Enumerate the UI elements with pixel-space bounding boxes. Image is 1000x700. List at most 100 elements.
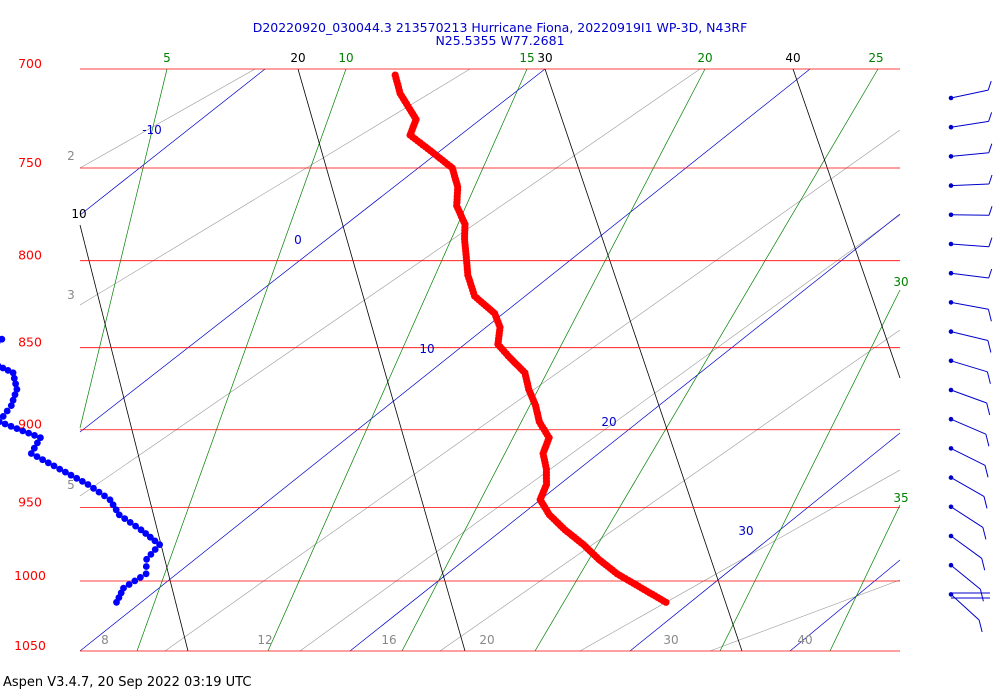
series-point: [25, 429, 32, 437]
series-point: [30, 444, 38, 452]
mixing-ratio-label: 5: [163, 51, 171, 65]
wind-barb-shaft: [950, 418, 987, 435]
series-point: [142, 563, 150, 570]
isotherm-label: 20: [290, 51, 305, 65]
wind-barb-flag: [985, 434, 990, 447]
gray-guide-line: [79, 68, 256, 169]
wind-barb-shaft: [950, 89, 989, 99]
mixing-ratio-line: [136, 68, 347, 652]
series-point: [33, 453, 41, 460]
wind-barb-flag: [988, 112, 993, 122]
wind-barb-shaft: [950, 360, 988, 373]
dry-adiabat-line: [789, 559, 901, 652]
chart-title: D20220920_030044.3 213570213 Hurricane F…: [200, 21, 800, 47]
mixing-ratio-line: [401, 68, 706, 652]
wind-barb-shaft: [950, 477, 985, 497]
series-point: [126, 519, 134, 526]
series-point: [101, 492, 108, 500]
isotherm-line: [297, 68, 466, 652]
mixing-ratio-label: 15: [519, 51, 534, 65]
series-point: [156, 541, 164, 548]
theta-label: 30: [738, 524, 753, 538]
series-point: [391, 71, 399, 79]
bottom-label: 16: [381, 633, 396, 647]
series-point: [73, 474, 81, 482]
theta-label: 10: [419, 342, 434, 356]
pressure-label: 1050: [14, 638, 46, 653]
series-point: [0, 362, 2, 369]
chart-title-line1: D20220920_030044.3 213570213 Hurricane F…: [252, 20, 748, 35]
series-point: [142, 530, 150, 537]
series-point: [34, 439, 41, 447]
wind-barb-shaft: [950, 243, 989, 248]
wind-barb-shaft: [950, 594, 980, 621]
series-point: [84, 481, 92, 488]
dewpoint-series: [0, 335, 164, 606]
wind-barb-shaft: [950, 272, 989, 279]
footer-text: Aspen V3.4.7, 20 Sep 2022 03:19 UTC: [3, 675, 252, 690]
series-point: [109, 501, 117, 509]
sounding-series-group: [0, 71, 670, 606]
series-point: [11, 391, 19, 399]
dry-adiabats-group: [79, 68, 901, 652]
pressure-lines-group: [80, 68, 900, 652]
wind-barb-flag: [988, 237, 993, 247]
wind-barb-flag: [978, 619, 983, 633]
wind-barb-flag: [984, 465, 989, 478]
theta-label: 20: [601, 415, 616, 429]
wind-barb-shaft: [950, 183, 990, 187]
series-point: [125, 581, 133, 588]
series-point: [79, 478, 86, 485]
series-point: [1, 420, 9, 428]
wind-barb-flag: [981, 558, 986, 571]
wind-barb-flag: [987, 340, 992, 353]
series-point: [9, 396, 17, 404]
isotherm-label: 10: [71, 207, 86, 221]
series-point: [115, 511, 123, 519]
left-gray-label: 5: [67, 478, 75, 492]
wind-barb-shaft: [950, 214, 990, 216]
wind-barb-shaft: [950, 331, 989, 341]
series-point: [146, 533, 154, 541]
series-point: [121, 515, 129, 522]
series-point: [0, 418, 3, 426]
series-point: [7, 402, 15, 409]
pressure-label: 950: [18, 494, 42, 509]
dry-adiabat-line: [79, 68, 811, 652]
wind-barb-shaft: [950, 506, 984, 528]
series-point: [112, 506, 120, 514]
wind-barb-shaft: [950, 120, 989, 128]
theta-label: 0: [294, 233, 302, 247]
pressure-label: 850: [18, 335, 42, 350]
pressure-label: 700: [18, 56, 42, 71]
bottom-label: 40: [797, 633, 812, 647]
wind-barb-flag: [982, 527, 987, 540]
wind-barb-shaft: [950, 564, 981, 590]
series-point: [9, 369, 17, 377]
pressure-label: 900: [18, 417, 42, 432]
wind-barb-flag: [986, 402, 991, 416]
mixing-ratio-label: 35: [893, 491, 908, 505]
series-point: [151, 546, 159, 553]
mixing-ratio-line: [719, 289, 901, 652]
isotherms-group: [79, 68, 901, 652]
series-point: [19, 427, 27, 435]
series-point: [31, 432, 38, 439]
series-point: [44, 459, 52, 467]
mixing-ratio-line: [534, 68, 879, 652]
series-point: [3, 407, 11, 415]
series-point: [151, 537, 159, 545]
dry-adiabat-line: [349, 213, 901, 652]
series-point: [10, 374, 18, 382]
series-point: [131, 577, 139, 585]
bottom-label: 12: [257, 633, 272, 647]
series-point: [90, 484, 97, 492]
wind-barb-flag: [979, 589, 984, 602]
left-gray-label: 2: [67, 149, 75, 163]
wind-barb-flag: [987, 80, 992, 91]
wind-barb-flag: [987, 309, 992, 322]
bottom-label: 20: [479, 633, 494, 647]
mixing-ratio-group: [79, 68, 901, 652]
mixing-ratio-label: 20: [697, 51, 712, 65]
